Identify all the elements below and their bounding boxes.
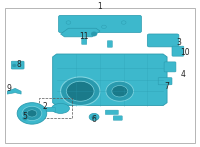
- Circle shape: [22, 106, 42, 121]
- Text: 9: 9: [7, 84, 12, 93]
- Circle shape: [106, 81, 134, 101]
- Polygon shape: [7, 88, 21, 94]
- FancyBboxPatch shape: [107, 41, 112, 47]
- Polygon shape: [61, 28, 100, 37]
- Polygon shape: [53, 54, 167, 106]
- Circle shape: [66, 81, 94, 101]
- FancyBboxPatch shape: [82, 38, 87, 44]
- Circle shape: [121, 21, 126, 24]
- Circle shape: [89, 113, 99, 121]
- Ellipse shape: [52, 103, 69, 113]
- Circle shape: [112, 86, 128, 97]
- Circle shape: [61, 77, 100, 106]
- Text: 1: 1: [98, 2, 102, 11]
- FancyBboxPatch shape: [42, 107, 55, 112]
- Text: 3: 3: [176, 38, 181, 47]
- FancyBboxPatch shape: [158, 78, 172, 85]
- FancyBboxPatch shape: [164, 62, 176, 72]
- FancyBboxPatch shape: [11, 61, 24, 69]
- FancyBboxPatch shape: [172, 46, 184, 56]
- FancyBboxPatch shape: [105, 110, 118, 115]
- Circle shape: [92, 115, 96, 119]
- Circle shape: [17, 103, 47, 124]
- Text: 2: 2: [42, 102, 47, 111]
- Text: 4: 4: [180, 70, 185, 78]
- Text: 7: 7: [165, 82, 169, 91]
- Circle shape: [27, 110, 37, 117]
- Text: 10: 10: [180, 48, 190, 57]
- Circle shape: [23, 117, 27, 120]
- FancyBboxPatch shape: [147, 34, 179, 47]
- Circle shape: [66, 21, 71, 24]
- Circle shape: [91, 32, 97, 36]
- Text: 6: 6: [92, 115, 97, 124]
- Circle shape: [102, 25, 106, 29]
- FancyBboxPatch shape: [113, 116, 122, 120]
- Text: 11: 11: [79, 32, 89, 41]
- Text: 8: 8: [17, 60, 22, 69]
- FancyBboxPatch shape: [59, 15, 141, 32]
- Circle shape: [12, 64, 16, 67]
- Text: 5: 5: [23, 112, 27, 121]
